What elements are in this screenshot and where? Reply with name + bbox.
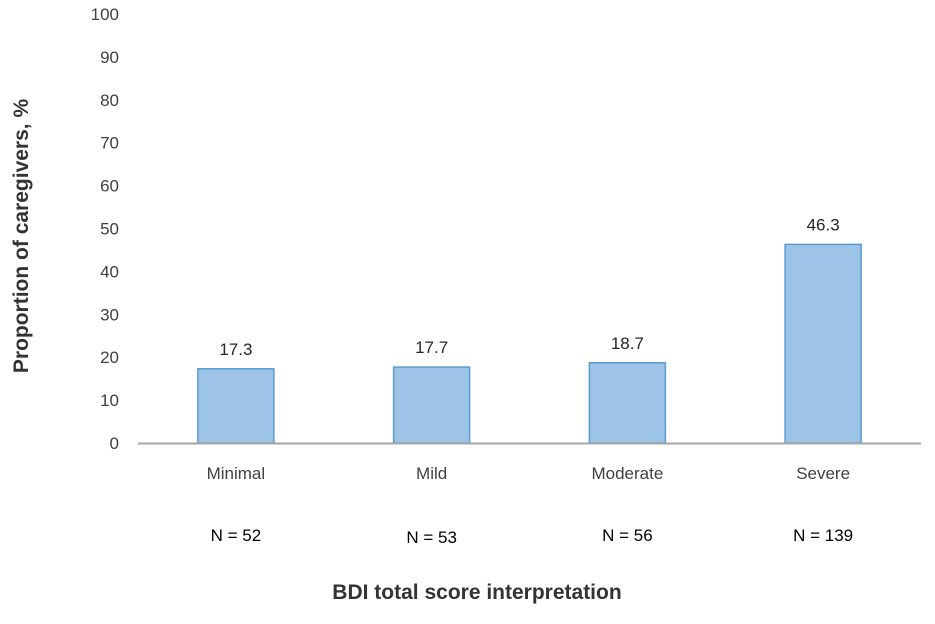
y-tick-label: 90 — [100, 48, 119, 67]
y-tick-label: 100 — [91, 5, 119, 24]
bar — [197, 368, 275, 444]
y-tick-label: 20 — [100, 348, 119, 367]
y-tick-label: 0 — [110, 434, 119, 453]
bars-group: 17.3 17.7 18.7 46.3 — [197, 215, 862, 444]
x-tick-label: Minimal — [207, 464, 266, 483]
bar — [588, 362, 667, 444]
data-label: 17.3 — [219, 340, 252, 359]
y-tick-label: 70 — [100, 134, 119, 153]
n-labels: N = 52 N = 53 N = 56 N = 139 — [211, 526, 854, 547]
data-label: 18.7 — [611, 334, 644, 353]
category-labels: Minimal Mild Moderate Severe — [207, 464, 850, 483]
y-axis-ticks: 0 10 20 30 40 50 60 70 80 90 100 — [91, 5, 119, 453]
y-tick-label: 60 — [100, 177, 119, 196]
y-axis-title: Proportion of caregivers, % — [10, 99, 33, 374]
n-label: N = 139 — [793, 526, 853, 545]
x-axis-title: BDI total score interpretation — [332, 581, 621, 604]
n-label: N = 53 — [406, 528, 457, 547]
x-tick-label: Moderate — [591, 464, 663, 483]
y-tick-label: 30 — [100, 305, 119, 324]
bar — [392, 366, 471, 444]
n-label: N = 56 — [602, 526, 653, 545]
data-label: 17.7 — [415, 338, 448, 357]
x-tick-label: Severe — [796, 464, 850, 483]
n-label: N = 52 — [211, 526, 262, 545]
bar — [784, 243, 862, 444]
y-tick-label: 80 — [100, 91, 119, 110]
y-tick-label: 10 — [100, 391, 119, 410]
data-label: 46.3 — [807, 215, 840, 234]
y-tick-label: 40 — [100, 262, 119, 281]
y-tick-label: 50 — [100, 220, 119, 239]
x-tick-label: Mild — [416, 464, 447, 483]
